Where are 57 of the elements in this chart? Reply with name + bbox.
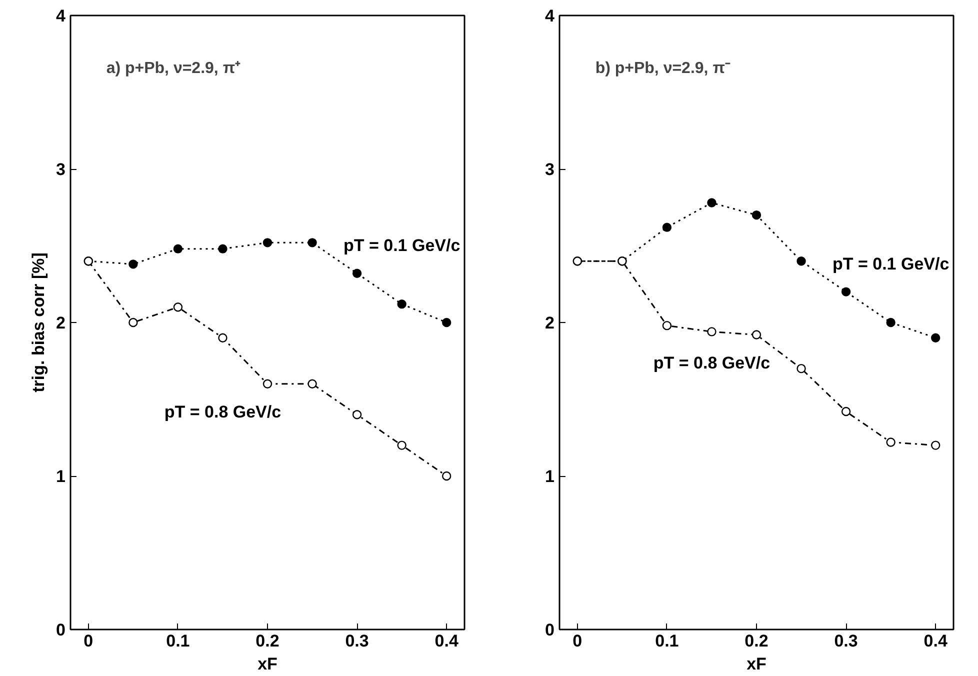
x-tick-label: 0.3 bbox=[345, 632, 369, 650]
point bbox=[841, 406, 851, 416]
x-tick-label: 0.4 bbox=[924, 632, 948, 650]
x-axis-title: xF bbox=[258, 654, 278, 674]
point bbox=[128, 318, 138, 328]
point bbox=[397, 440, 406, 450]
point bbox=[442, 318, 452, 328]
point bbox=[218, 244, 228, 254]
series-label: pT = 0.8 GeV/c bbox=[164, 402, 282, 422]
x-tick-label: 0.4 bbox=[434, 632, 459, 650]
point bbox=[841, 287, 851, 296]
y-tick-label: 4 bbox=[56, 6, 66, 26]
point bbox=[128, 260, 138, 269]
point bbox=[442, 471, 452, 481]
x-tick-label: 0.1 bbox=[166, 632, 190, 650]
y-tick-label: 3 bbox=[545, 160, 555, 179]
x-tick-label: 0.1 bbox=[655, 632, 679, 650]
point bbox=[886, 318, 896, 328]
point bbox=[262, 238, 272, 248]
annotation: b) p+Pb, ν=2.9, π⁻ bbox=[595, 60, 731, 77]
point bbox=[930, 333, 940, 342]
series-label: pT = 0.1 GeV/c bbox=[343, 236, 460, 255]
y-tick-label: 1 bbox=[545, 467, 555, 486]
x-tick-label: 0.2 bbox=[256, 632, 280, 650]
point bbox=[173, 244, 183, 254]
point bbox=[308, 379, 317, 388]
y-tick-label: 4 bbox=[545, 6, 556, 26]
y-tick-label: 2 bbox=[545, 314, 555, 332]
annotation: a) p+Pb, ν=2.9, π⁺ bbox=[106, 60, 242, 77]
point bbox=[308, 238, 317, 248]
point bbox=[397, 299, 406, 309]
point bbox=[796, 364, 806, 374]
point bbox=[262, 379, 272, 388]
x-tick-label: 0 bbox=[572, 632, 582, 650]
y-tick-label: 2 bbox=[56, 314, 66, 332]
point bbox=[218, 333, 228, 342]
y-tick-label: 3 bbox=[56, 160, 66, 179]
point bbox=[752, 210, 762, 220]
point bbox=[173, 302, 183, 312]
point bbox=[707, 327, 716, 336]
point bbox=[662, 320, 672, 330]
point bbox=[930, 440, 940, 450]
x-tick-label: 0 bbox=[84, 632, 94, 650]
point bbox=[752, 330, 762, 340]
point bbox=[796, 256, 806, 266]
point bbox=[886, 438, 896, 447]
x-tick-label: 0.2 bbox=[744, 632, 768, 650]
y-axis-title: trig. bias corr [%] bbox=[29, 252, 48, 392]
x-tick-label: 0.3 bbox=[834, 632, 858, 650]
x-axis-title: xF bbox=[746, 654, 766, 674]
series-label: pT = 0.8 GeV/c bbox=[653, 353, 770, 372]
point bbox=[662, 222, 672, 232]
point bbox=[352, 268, 362, 278]
y-tick-label: 1 bbox=[56, 467, 66, 486]
series-label: pT = 0.1 GeV/c bbox=[832, 254, 950, 274]
point bbox=[352, 410, 362, 420]
point bbox=[707, 198, 716, 208]
